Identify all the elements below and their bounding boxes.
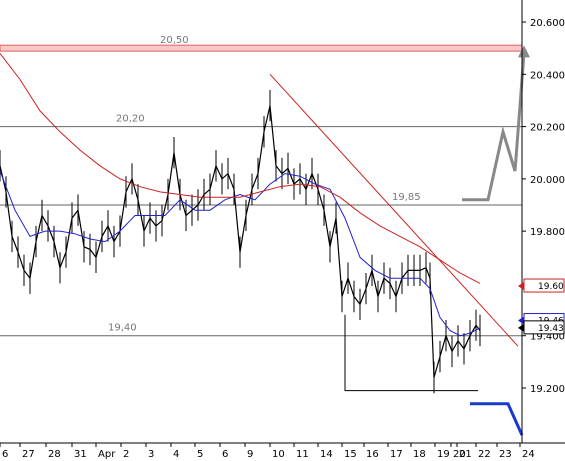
y-tick-label: 20.000 bbox=[530, 175, 565, 186]
y-tick-label: 20.400 bbox=[530, 70, 565, 81]
series-ma_fast-line bbox=[0, 170, 481, 337]
x-tick-label: 3 bbox=[148, 449, 154, 460]
series-price-line bbox=[0, 105, 481, 378]
x-tick-label: 6 bbox=[2, 449, 8, 460]
support-bracket bbox=[344, 314, 478, 392]
level-label-3: 19,40 bbox=[108, 323, 137, 334]
x-tick-label: 4 bbox=[173, 449, 179, 460]
x-tick-label: 24 bbox=[522, 449, 535, 460]
x-tick-label: 21 bbox=[459, 449, 472, 460]
x-tick-label: Apr bbox=[98, 449, 116, 460]
value-tag-pointer bbox=[518, 323, 524, 332]
value-tag-2: 19.43 bbox=[518, 320, 565, 335]
x-tick-label: 5 bbox=[197, 449, 203, 460]
level-label-1: 20,20 bbox=[116, 114, 145, 125]
y-tick-label: 20.600 bbox=[530, 18, 565, 29]
x-tick-label: 27 bbox=[22, 449, 35, 460]
y-axis: 19.20019.40019.60019.80020.00020.20020.4… bbox=[522, 18, 565, 395]
x-tick-label: 23 bbox=[499, 449, 512, 460]
y-tick-label: 19.400 bbox=[530, 332, 565, 343]
x-tick-label: 28 bbox=[48, 449, 61, 460]
projection-path-0 bbox=[462, 53, 526, 202]
x-tick-label: 22 bbox=[478, 449, 491, 460]
level-label-0: 20,50 bbox=[160, 35, 189, 46]
y-tick-label: 19.800 bbox=[530, 227, 565, 238]
x-tick-label: 19 bbox=[437, 449, 450, 460]
x-tick-label: 31 bbox=[74, 449, 87, 460]
x-tick-label: 6 bbox=[222, 449, 228, 460]
value-tag-0: 19.60 bbox=[518, 278, 565, 293]
x-tick-label: 16 bbox=[366, 449, 379, 460]
x-tick-label: 18 bbox=[413, 449, 426, 460]
x-tick-label: 9 bbox=[247, 449, 253, 460]
value-tag-label: 19.43 bbox=[538, 324, 564, 334]
horizontal-levels: 20,50 20,20 19,85 19,40 bbox=[0, 35, 523, 337]
level-label-2: 19,85 bbox=[392, 192, 421, 203]
x-tick-label: 17 bbox=[390, 449, 403, 460]
y-tick-label: 19.200 bbox=[530, 384, 565, 395]
x-tick-label: 20 bbox=[453, 449, 466, 460]
value-tag-pointer bbox=[518, 282, 524, 291]
value-tag-label: 19.60 bbox=[538, 282, 564, 292]
x-tick-label: 11 bbox=[296, 449, 309, 460]
series-ma_slow-line bbox=[0, 53, 481, 284]
trendline-0 bbox=[269, 73, 519, 347]
value-tag-pointer bbox=[518, 316, 524, 325]
x-tick-label: 2 bbox=[123, 449, 129, 460]
x-tick-label: 10 bbox=[272, 449, 285, 460]
annotation-layer bbox=[269, 45, 530, 436]
projection-path-1 bbox=[470, 402, 524, 436]
x-tick-label: 14 bbox=[320, 449, 333, 460]
projection-arrowhead bbox=[518, 45, 530, 58]
resistance-band-0 bbox=[0, 44, 523, 52]
series-layer bbox=[0, 53, 481, 394]
x-tick-label: 15 bbox=[344, 449, 357, 460]
y-tick-label: 20.200 bbox=[530, 123, 565, 134]
